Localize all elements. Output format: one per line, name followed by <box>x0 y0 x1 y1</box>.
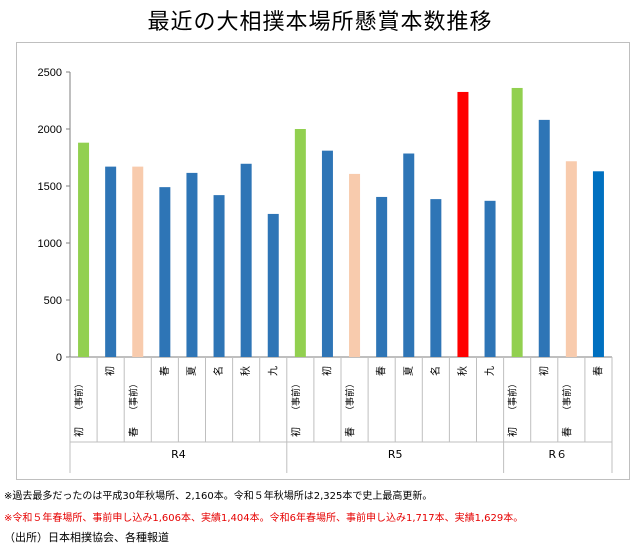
bar <box>376 196 388 357</box>
category-label: 九 <box>267 366 279 376</box>
bar <box>349 173 361 357</box>
category-label-note: （事前） <box>290 379 302 415</box>
bar <box>267 213 279 357</box>
bar <box>132 166 144 357</box>
source-credit: （出所）日本相撲協会、各種報道 <box>4 531 169 544</box>
bar <box>592 171 604 357</box>
category-label: 初 <box>289 427 302 437</box>
y-tick-label: 500 <box>44 295 62 307</box>
category-label: 名 <box>429 366 442 376</box>
category-label: 春 <box>592 366 604 376</box>
category-label: 初 <box>537 366 550 376</box>
category-label-note: （事前） <box>507 379 519 415</box>
bar <box>565 161 577 357</box>
y-tick-label: 0 <box>56 352 62 364</box>
bar <box>457 91 469 357</box>
bar <box>78 142 90 357</box>
category-label: 春 <box>345 427 357 437</box>
bar <box>538 119 550 357</box>
category-label-note: （事前） <box>561 379 573 415</box>
category-label: 秋 <box>456 366 469 376</box>
category-label: 春 <box>128 427 140 437</box>
y-tick-label: 1500 <box>38 181 62 193</box>
category-label: 九 <box>484 366 496 376</box>
bar <box>186 172 198 357</box>
category-label: 春 <box>159 366 171 376</box>
note-advance-orders: ※令和５年春場所、事前申し込み1,606本、実績1,404本。令和6年春場所、事… <box>4 513 524 524</box>
bar <box>240 163 252 357</box>
bar <box>403 153 415 357</box>
category-label: 秋 <box>239 366 252 376</box>
bar <box>321 150 333 357</box>
category-label: 春 <box>561 427 573 437</box>
bar <box>484 200 496 357</box>
y-tick-label: 2000 <box>38 124 62 136</box>
note-record: ※過去最多だったのは平成30年秋場所、2,160本。令和５年秋場所は2,325本… <box>4 491 433 502</box>
bar <box>430 199 442 357</box>
category-label-note: （事前） <box>127 379 139 415</box>
category-label: 春 <box>376 366 388 376</box>
bar <box>294 129 306 357</box>
category-label: 初 <box>320 366 333 376</box>
chart-title: 最近の大相撲本場所懸賞本数推移 <box>147 10 493 35</box>
category-label-note: （事前） <box>73 379 85 415</box>
bar <box>105 166 117 357</box>
group-label: R5 <box>388 448 403 461</box>
y-tick-label: 2500 <box>38 67 62 79</box>
bar <box>511 87 523 358</box>
group-label: R4 <box>171 448 186 461</box>
category-label: 名 <box>212 366 225 376</box>
bar <box>213 195 225 357</box>
chart-frame <box>16 42 630 480</box>
category-label: 夏 <box>186 366 198 376</box>
category-label: 初 <box>104 366 117 376</box>
category-label: 初 <box>506 427 519 437</box>
category-label: 夏 <box>403 366 415 376</box>
category-label: 初 <box>73 427 86 437</box>
group-label: R６ <box>548 448 567 461</box>
y-tick-label: 1000 <box>38 238 62 250</box>
category-label-note: （事前） <box>344 379 356 415</box>
bar <box>159 187 171 357</box>
